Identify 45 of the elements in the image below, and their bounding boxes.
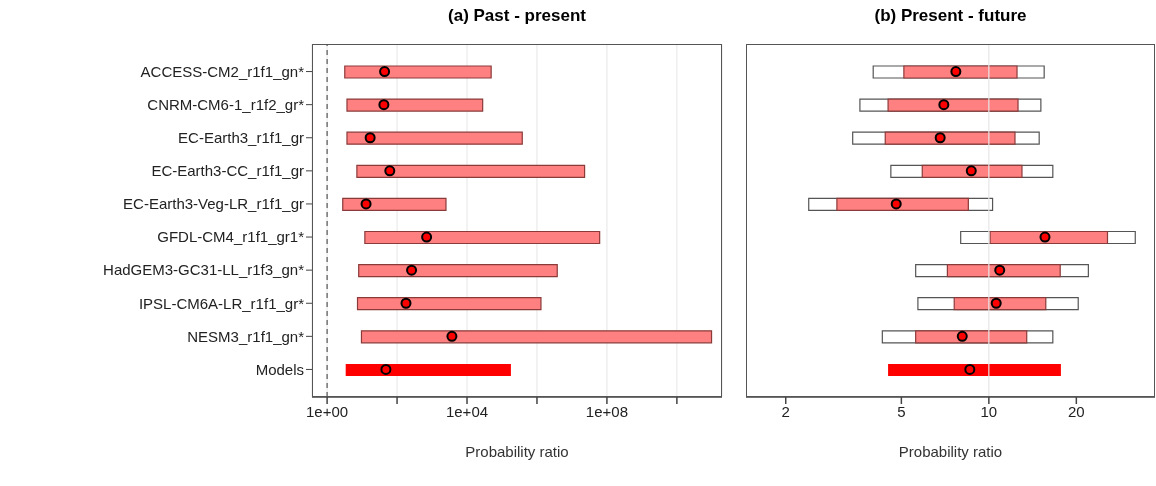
bar: [356, 297, 542, 311]
chart-title: (a) Past - present: [447, 6, 587, 26]
point: [956, 330, 968, 342]
bar: [342, 197, 447, 211]
point: [964, 363, 976, 375]
bar: [887, 98, 1019, 112]
y-tick-label: EC-Earth3-CC_r1f1_gr: [151, 162, 304, 180]
bar: [360, 330, 713, 344]
point: [965, 165, 977, 177]
bar: [946, 264, 1061, 278]
point: [994, 264, 1006, 276]
bar: [356, 164, 586, 178]
x-tick-label: 20: [1067, 402, 1085, 420]
bar: [345, 363, 511, 376]
x-tick-label: 1e+04: [445, 402, 489, 420]
bar: [989, 230, 1109, 245]
bar: [358, 264, 558, 278]
bar: [364, 230, 601, 245]
x-axis-title: Probability ratio: [465, 443, 569, 460]
bar: [836, 197, 969, 211]
point: [950, 66, 962, 78]
bar: [888, 363, 1061, 376]
y-tick-label: EC-Earth3_r1f1_gr: [178, 129, 304, 147]
y-tick-label: ACCESS-CM2_r1f1_gn*: [140, 62, 305, 80]
x-axis-title: Probability ratio: [898, 443, 1003, 460]
x-tick-label: 2: [781, 402, 790, 420]
y-tick-label: NESM3_r1f1_gn*: [187, 327, 305, 345]
x-tick-label: 5: [897, 402, 906, 420]
y-tick-label: CNRM-CM6-1_r1f2_gr*: [147, 95, 305, 113]
y-tick-label: HadGEM3-GC31-LL_r1f3_gn*: [103, 261, 305, 279]
x-tick-label: 1e+00: [306, 402, 349, 420]
bar: [915, 330, 1028, 344]
y-tick-label: Models: [255, 360, 304, 378]
bar: [903, 65, 1018, 79]
y-tick-label: GFDL-CM4_r1f1_gr1*: [157, 228, 305, 246]
y-tick-label: EC-Earth3-Veg-LR_r1f1_gr: [123, 195, 304, 213]
y-tick-label: IPSL-CM6A-LR_r1f1_gr*: [138, 294, 305, 312]
x-tick-label: 10: [980, 402, 998, 420]
point: [990, 297, 1002, 309]
x-tick-label: 1e+08: [585, 402, 628, 420]
chart-title: (b) Present - future: [873, 6, 1028, 26]
bar: [346, 98, 484, 112]
bar: [344, 65, 492, 79]
bar: [346, 131, 523, 145]
bar: [884, 131, 1016, 145]
